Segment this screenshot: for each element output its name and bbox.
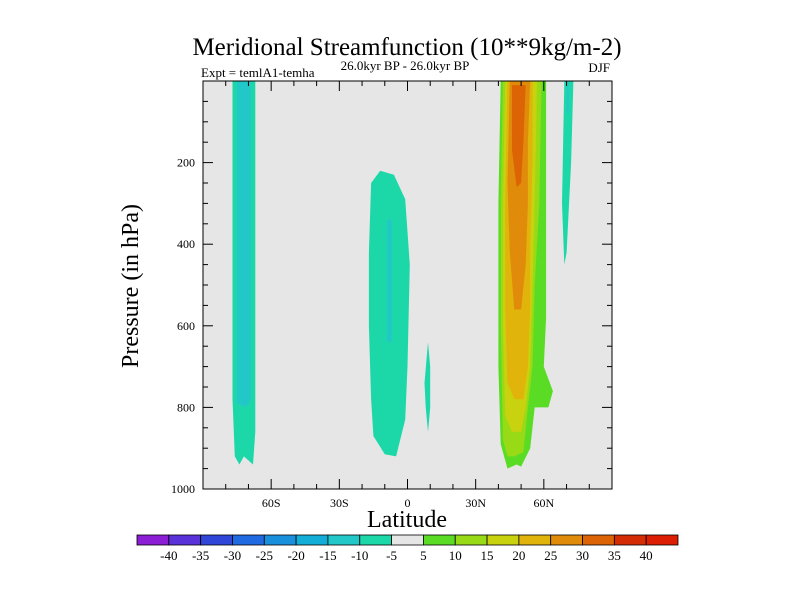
contour-feature-4 [424,342,431,432]
chart-title: Meridional Streamfunction (10**9kg/m-2) [192,34,621,61]
colorbar-swatch [454,534,488,546]
colorbar-label: 20 [512,548,525,563]
x-axis-label: Latitude [367,507,447,533]
colorbar-swatch [263,534,297,546]
colorbar-swatch [613,534,647,546]
x-tick-label: 60N [533,496,554,510]
colorbar-swatch [518,534,552,546]
y-tick-label: 800 [177,400,195,414]
x-tick-label: 30N [465,496,486,510]
colorbar-label: -35 [192,548,209,563]
colorbar: -40 -35 -30 -25 -20 -15 -10 -5 5 10 15 20 25 30 35 40 [136,534,679,563]
colorbar-label: -5 [386,548,397,563]
period-label: 26.0kyr BP - 26.0kyr BP [341,58,470,73]
colorbar-label: 30 [576,548,589,563]
contour-feature-1 [237,81,251,408]
season-label: DJF [588,60,610,75]
colorbar-label: -30 [224,548,241,563]
colorbar-swatch [168,534,202,546]
plot-area: 60S 30S 0 30N 60N 200 400 600 800 1000 [171,80,613,510]
colorbar-swatch [391,534,424,546]
colorbar-swatch [136,534,170,546]
axis-ticks: 60S 30S 0 30N 60N 200 400 600 800 1000 [171,81,612,510]
colorbar-label: 35 [608,548,621,563]
experiment-label: Expt = temlA1-temha [201,65,315,80]
colorbar-label: 15 [481,548,494,563]
y-tick-label: 200 [177,156,195,170]
colorbar-label: -20 [287,548,304,563]
colorbar-label: 25 [544,548,557,563]
colorbar-swatch [550,534,583,546]
colorbar-swatch [295,534,329,546]
colorbar-swatch [359,534,392,546]
colorbar-label: 10 [449,548,462,563]
colorbar-swatch [232,534,265,546]
colorbar-label: 40 [640,548,653,563]
y-tick-label: 1000 [171,482,195,496]
contour-feature-10 [512,85,526,188]
x-tick-label: 0 [405,496,411,510]
x-tick-label: 60S [262,496,281,510]
colorbar-swatch [582,534,615,546]
colorbar-label: -10 [351,548,368,563]
y-axis-label: Pressure (in hPa) [118,204,144,368]
colorbar-label: -40 [160,548,177,563]
y-tick-label: 400 [177,237,195,251]
colorbar-swatch [645,534,679,546]
contour-feature-3 [387,219,392,343]
colorbar-label: 5 [420,548,427,563]
contour-feature-12 [566,81,569,114]
y-tick-label: 600 [177,319,195,333]
contour-feature-11 [562,81,574,265]
contour-features [232,81,574,469]
colorbar-swatch [486,534,520,546]
colorbar-swatch [423,534,456,546]
colorbar-swatch [327,534,361,546]
x-tick-label: 30S [330,496,349,510]
colorbar-swatch [200,534,233,546]
colorbar-label: -15 [319,548,336,563]
colorbar-label: -25 [256,548,273,563]
